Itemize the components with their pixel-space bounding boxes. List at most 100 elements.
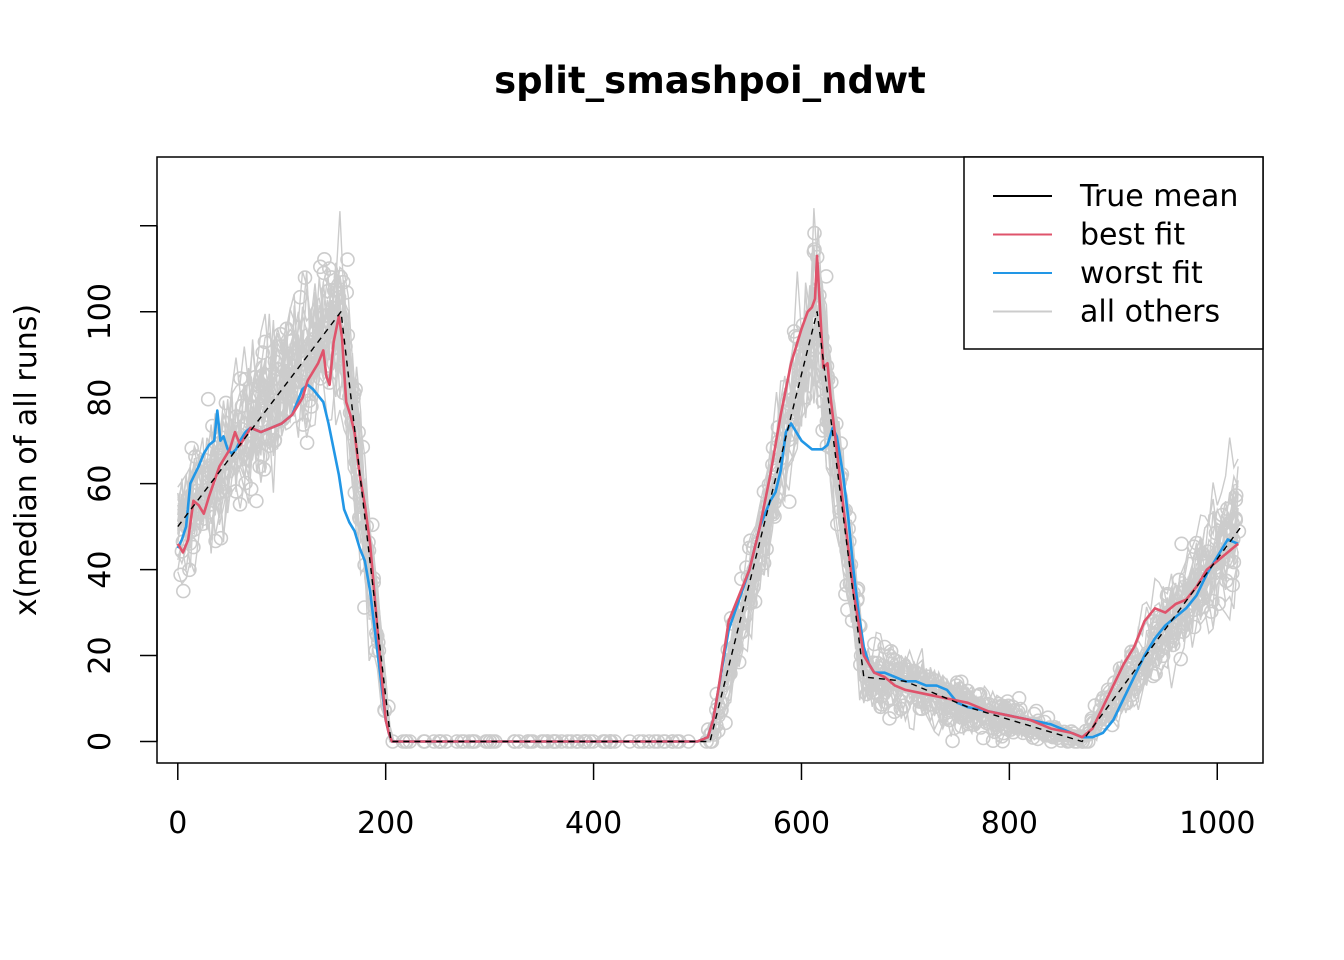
other-run-point (806, 244, 822, 260)
other-run-point (332, 351, 348, 367)
other-run-point (953, 685, 969, 701)
y-tick-label: 40 (83, 551, 118, 589)
other-run-point (729, 638, 744, 654)
other-run-point (262, 367, 278, 383)
other-run-point (781, 494, 797, 510)
other-run-point (279, 321, 295, 337)
other-run-point (279, 371, 295, 387)
other-run-point (295, 417, 311, 432)
other-run-point (1011, 690, 1027, 706)
other-run-point (893, 701, 909, 717)
other-run-point (1150, 645, 1166, 661)
other-run-point (232, 496, 248, 512)
legend-label: all others (1080, 295, 1220, 330)
other-run-point (1205, 593, 1220, 609)
other-run-point (912, 694, 927, 709)
other-run-point (919, 669, 935, 685)
y-axis-label: x(median of all runs) (9, 304, 44, 616)
other-run-point (897, 659, 913, 675)
x-tick-label: 0 (168, 806, 187, 841)
other-run-point (1222, 523, 1237, 539)
other-run-point (198, 452, 213, 468)
other-run-point (1171, 572, 1187, 588)
other-run-point (973, 720, 989, 735)
other-run-point (292, 289, 308, 305)
other-run-point (1175, 585, 1191, 601)
other-run-point (256, 367, 272, 382)
other-run-point (277, 389, 292, 405)
other-run-point (1112, 661, 1128, 676)
other-run-point (914, 701, 930, 717)
other-run-point (710, 723, 726, 739)
other-run-point (791, 377, 807, 393)
other-run-point (1155, 613, 1170, 628)
other-run-point (352, 490, 368, 506)
other-run-point (838, 586, 853, 602)
other-run-point (927, 673, 943, 689)
other-run-point (994, 703, 1010, 719)
other-run-point (1228, 488, 1244, 503)
other-run-point (281, 363, 296, 379)
other-run-point (297, 270, 313, 285)
other-run-point (1228, 510, 1243, 526)
other-run-point (807, 225, 822, 241)
other-run-point (339, 285, 355, 300)
true-mean-line (177, 311, 1242, 743)
other-run-point (255, 345, 271, 360)
other-run-point (865, 662, 881, 678)
other-run-point (1148, 666, 1163, 682)
x-tick-label: 400 (565, 806, 622, 841)
other-run-point (1146, 613, 1162, 629)
other-run-point (260, 387, 276, 403)
y-axis: 0 20 40 60 80 100 (83, 225, 158, 751)
other-run-point (259, 431, 275, 447)
other-run-point (1208, 525, 1224, 541)
other-run-point (312, 328, 328, 344)
x-tick-label: 800 (981, 806, 1038, 841)
other-run-point (1219, 573, 1234, 589)
other-run-point (292, 338, 308, 354)
other-run-point (859, 686, 875, 702)
other-run-point (817, 342, 832, 357)
legend-label: best fit (1080, 218, 1185, 253)
other-run-point (283, 333, 299, 349)
other-run-point (1175, 619, 1191, 634)
other-run-point (883, 643, 899, 659)
other-run-point (777, 404, 793, 419)
chart-title: split_smashpoi_ndwt (494, 59, 926, 102)
other-run-point (238, 475, 253, 491)
other-run-point (257, 334, 273, 350)
x-tick-label: 200 (357, 806, 414, 841)
other-run-point (255, 448, 270, 464)
other-run-point (249, 493, 264, 509)
other-run-line (177, 335, 1239, 744)
x-tick-label: 1000 (1179, 806, 1255, 841)
other-run-point (1124, 644, 1139, 660)
other-run-point (734, 623, 750, 639)
other-run-point (267, 354, 283, 369)
other-run-point (767, 509, 782, 524)
other-run-point (254, 412, 270, 428)
y-tick-label: 60 (83, 465, 118, 503)
other-run-point (975, 730, 991, 746)
other-run-point (1200, 544, 1215, 559)
other-run-point (743, 595, 758, 611)
other-run-point (173, 567, 188, 583)
other-run-point (300, 353, 315, 369)
other-run-point (1163, 614, 1178, 629)
other-run-point (1176, 624, 1191, 640)
other-run-point (960, 683, 976, 699)
legend-label: True mean (1079, 179, 1238, 214)
worst-fit-line (176, 383, 1239, 743)
other-run-point (850, 581, 866, 597)
other-run-point (208, 533, 223, 549)
other-run-point (275, 411, 291, 427)
other-run-point (267, 433, 282, 449)
other-run-point (301, 393, 317, 408)
y-tick-label: 100 (83, 283, 118, 340)
other-run-point (174, 544, 190, 559)
other-run-point (1173, 651, 1188, 667)
other-run-point (885, 652, 901, 667)
other-run-point (341, 389, 357, 405)
other-run-point (229, 409, 244, 424)
